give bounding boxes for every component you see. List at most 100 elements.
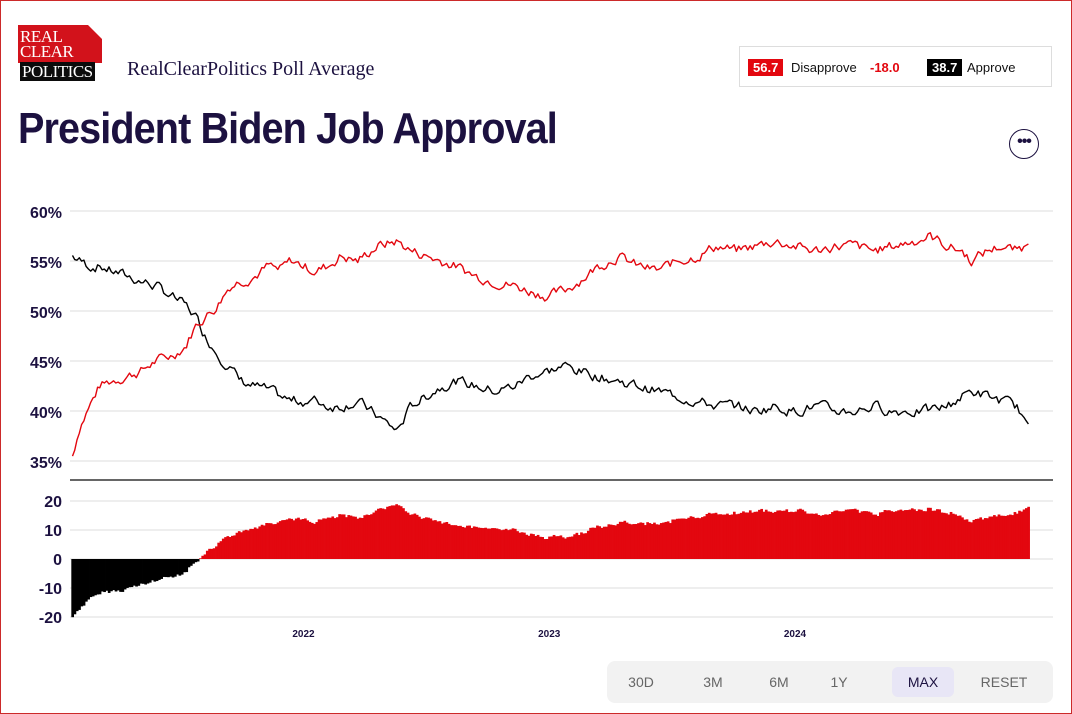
spread-bar [429, 518, 433, 559]
spread-bar [929, 507, 932, 559]
spread-bar [434, 520, 437, 559]
spread-bar [666, 521, 670, 559]
spread-bar [598, 526, 602, 559]
spread-bar [183, 559, 186, 573]
spread-bar [801, 509, 805, 559]
range-3m-button[interactable]: 3M [703, 674, 723, 690]
spread-bar [851, 509, 855, 559]
spread-bar [949, 511, 953, 559]
spread-bar [691, 516, 695, 559]
spread-bar [785, 509, 789, 559]
spread-bar [1002, 515, 1005, 559]
more-options-button[interactable]: ••• [1009, 129, 1039, 159]
spread-bar [224, 537, 227, 559]
spread-bar [146, 559, 150, 584]
spread-bar [995, 516, 999, 559]
spread-bar [169, 559, 173, 577]
spread-bar [137, 559, 141, 586]
range-30d-button[interactable]: 30D [628, 674, 654, 690]
spread-bar [322, 518, 325, 559]
spread-bar [431, 520, 435, 559]
spread-bar [445, 521, 449, 559]
spread-bar [917, 509, 921, 559]
spread-bar [926, 507, 930, 559]
spread-bar [783, 510, 786, 559]
disapprove-label: Disapprove [791, 60, 857, 75]
spread-bar [472, 526, 476, 559]
spread-bar [650, 523, 654, 559]
spread-bar [283, 520, 287, 559]
spread-bar [849, 509, 853, 559]
spread-bar [488, 528, 492, 559]
range-reset-button[interactable]: RESET [980, 674, 1028, 690]
spread-bar [735, 514, 738, 559]
spread-bar [367, 515, 371, 559]
range-6m-button[interactable]: 6M [769, 674, 789, 690]
spread-bar [967, 521, 971, 559]
spread-bar [947, 514, 951, 559]
spread-bar [828, 514, 832, 559]
spread-bar [890, 511, 894, 559]
spread-bar [883, 510, 887, 559]
spread-bar [500, 530, 503, 559]
spread-bar [894, 511, 898, 559]
spread-bar [835, 510, 839, 559]
spread-bar [906, 510, 910, 559]
spread-bar [657, 524, 661, 559]
spread-bar [237, 531, 241, 559]
spread-bar [119, 559, 122, 592]
spread-bar [527, 535, 531, 559]
spread-bar [196, 559, 200, 562]
spread-bar [130, 559, 134, 588]
spread-bar [420, 518, 424, 559]
spread-bar [901, 510, 905, 559]
spread-bar [541, 537, 544, 559]
spread-bar [249, 528, 252, 559]
rcp-logo[interactable]: REAL CLEAR POLITICS [18, 25, 102, 81]
spread-bar [80, 559, 84, 607]
spread-bar [326, 517, 330, 559]
spread-bar [552, 534, 556, 559]
spread-bar [361, 518, 364, 559]
spread-bar [746, 512, 750, 559]
spread-bar [1018, 510, 1021, 559]
spread-bar [463, 527, 467, 559]
spread-bar [502, 529, 506, 559]
spread-bar [972, 519, 976, 559]
spread-bar [764, 509, 768, 559]
range-max-button[interactable]: MAX [892, 667, 954, 697]
spread-bar [189, 559, 193, 566]
spread-bar [630, 524, 633, 559]
spread-bar [920, 509, 923, 559]
spread-bar [815, 513, 818, 559]
spread-bar [557, 536, 560, 559]
spread-bar [634, 524, 638, 559]
spread-bar [459, 525, 462, 559]
spread-bar [865, 511, 868, 559]
spread-bar [393, 505, 396, 559]
spread-bar [135, 559, 138, 587]
range-1y-button[interactable]: 1Y [830, 674, 848, 690]
spread-bar [395, 504, 398, 559]
spread-bar [390, 505, 394, 559]
spread-bar [246, 530, 250, 559]
spread-bar [89, 559, 93, 598]
spread-bar [965, 519, 969, 559]
spread-bar [443, 522, 446, 559]
spread-bar [878, 512, 882, 559]
spread-bar [580, 532, 583, 559]
spread-bar [278, 521, 282, 559]
logo-text-clear: CLEAR [20, 42, 74, 61]
spread-bar [860, 511, 864, 559]
spread-bar [440, 523, 444, 559]
spread-bar [970, 522, 973, 559]
range-selector: 30D 3M 6M 1Y MAX RESET [607, 661, 1053, 703]
spread-bar [938, 509, 941, 559]
spread-bar [212, 548, 216, 559]
spread-bar [662, 522, 665, 559]
spread-bar [771, 512, 775, 559]
spread-bar [790, 511, 793, 559]
spread-bar [543, 539, 547, 559]
spread-bar [655, 524, 659, 559]
